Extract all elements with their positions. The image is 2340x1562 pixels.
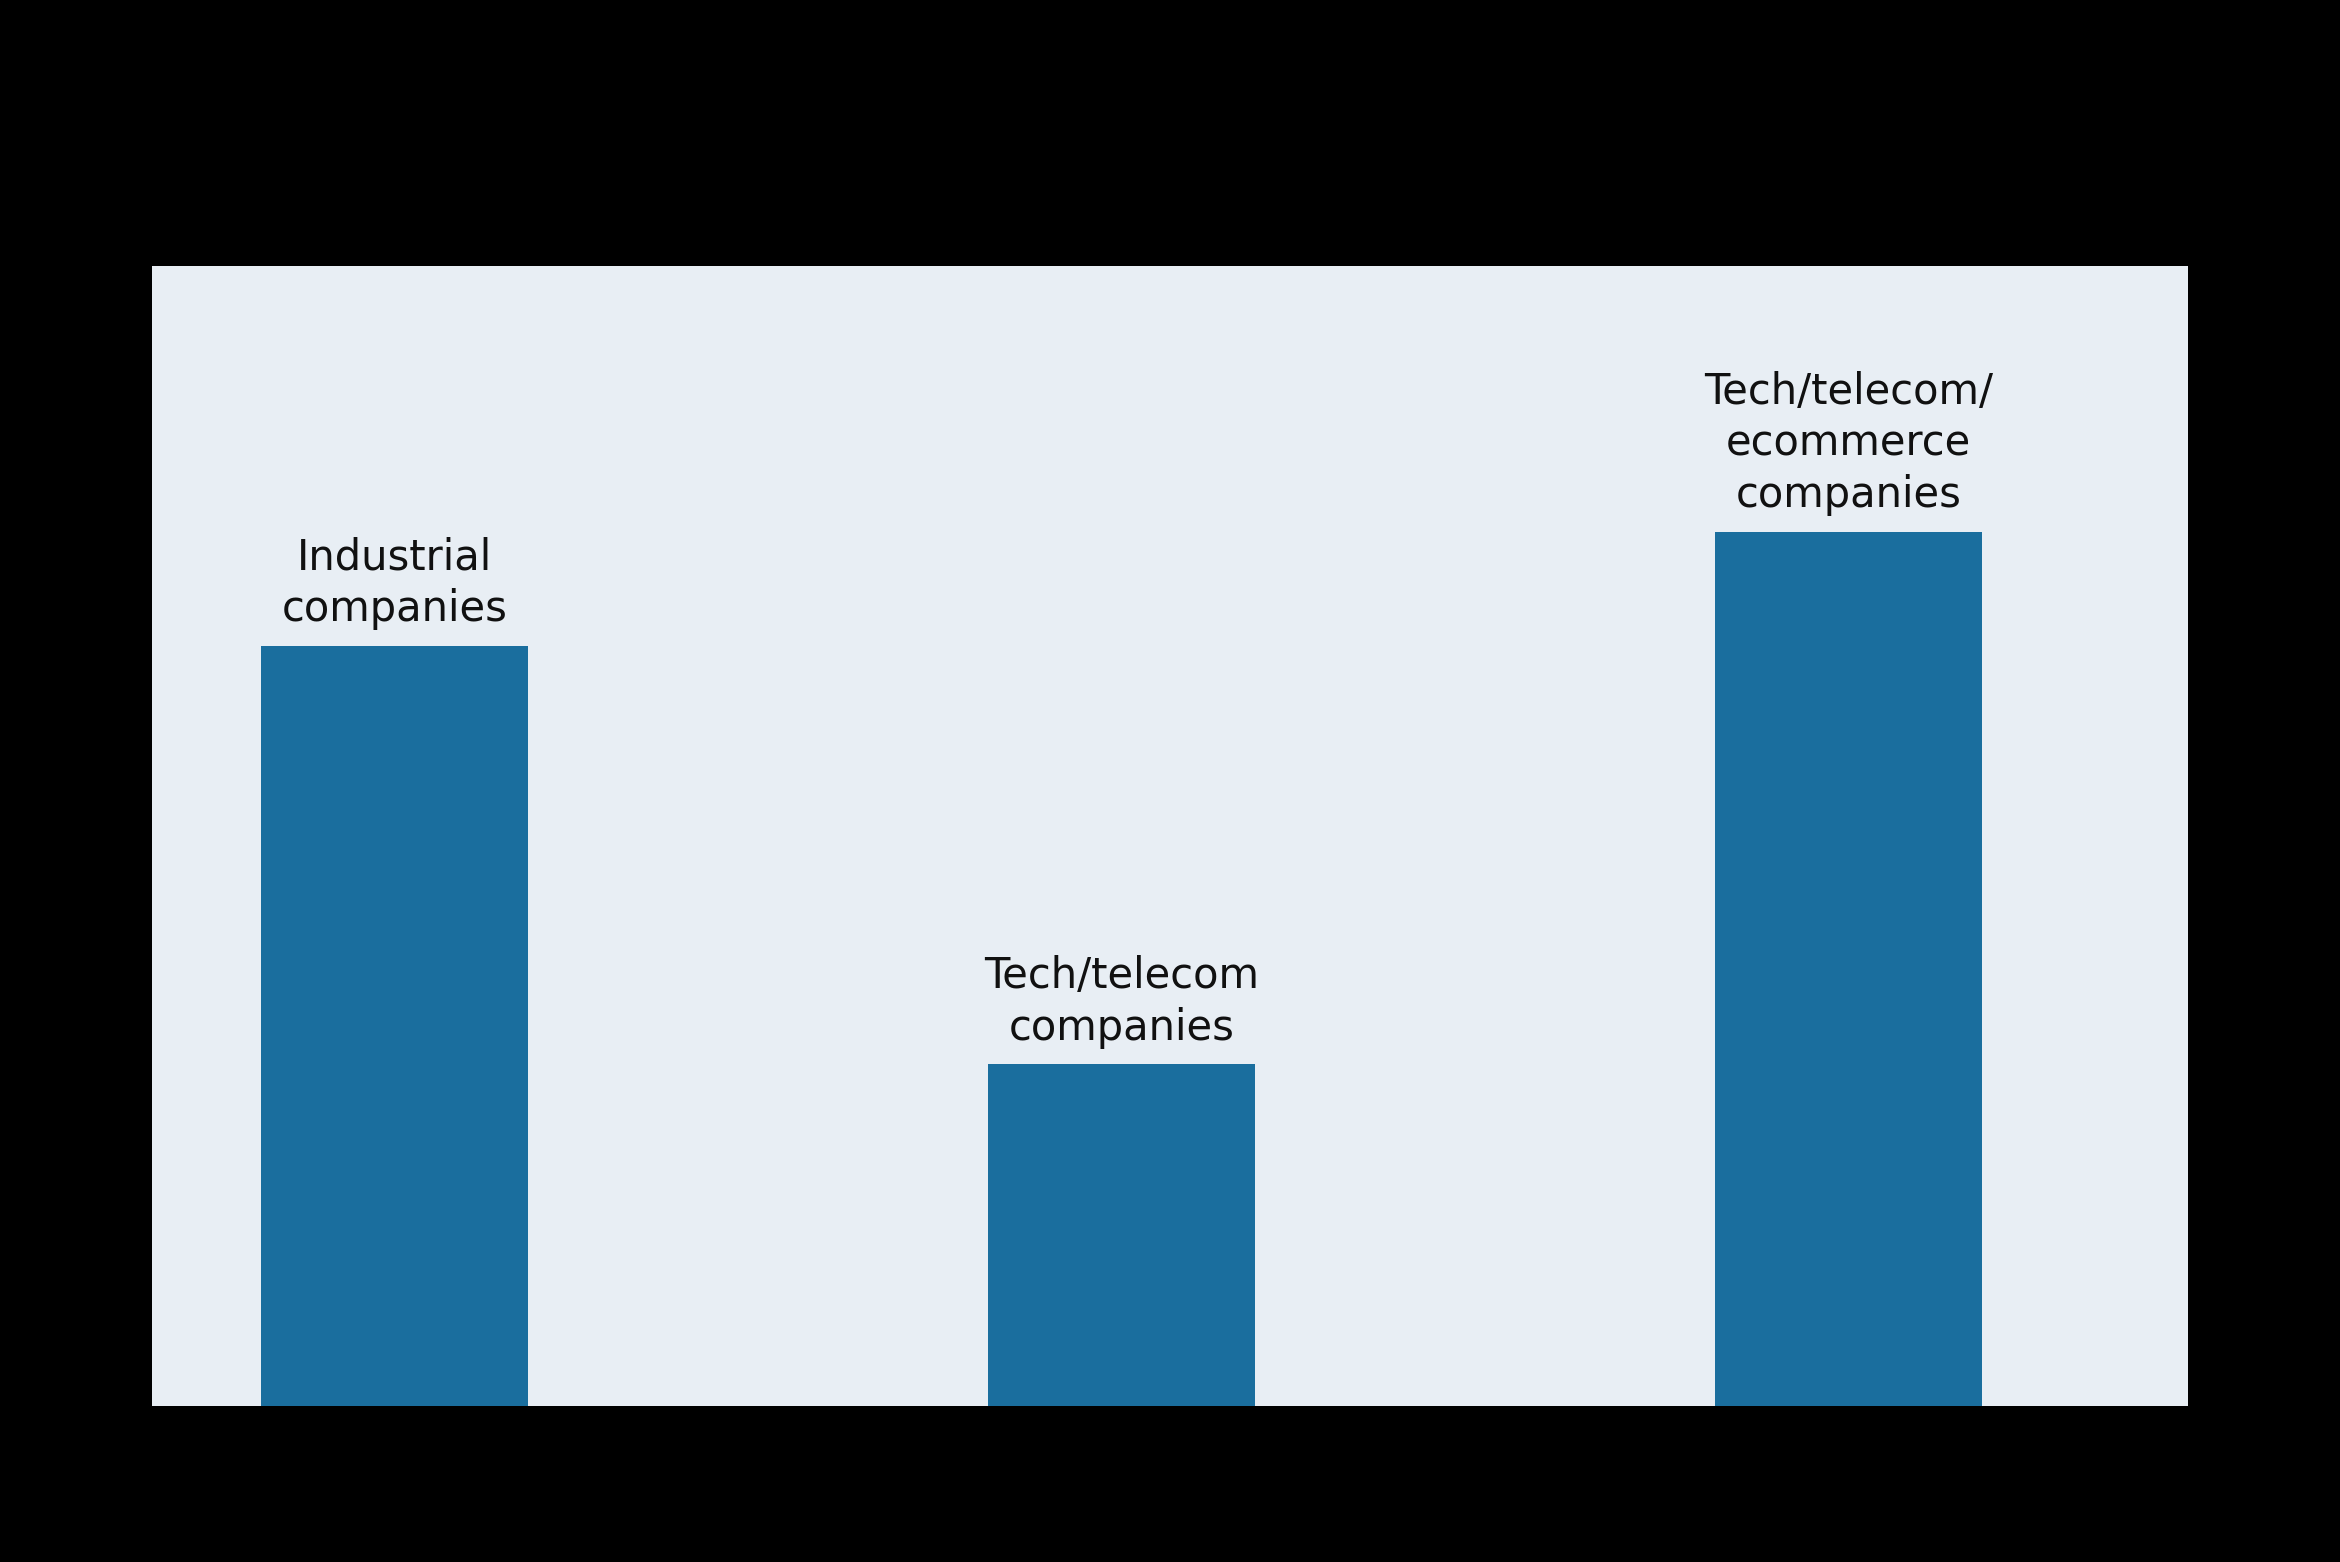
Bar bbox=[262, 645, 529, 1406]
Bar bbox=[987, 1064, 1254, 1406]
Bar bbox=[1715, 531, 1982, 1406]
Text: Tech/telecom
companies: Tech/telecom companies bbox=[985, 954, 1259, 1048]
Text: Tech/telecom/
ecommerce
companies: Tech/telecom/ ecommerce companies bbox=[1704, 370, 1994, 517]
Text: Industrial
companies: Industrial companies bbox=[281, 536, 508, 631]
